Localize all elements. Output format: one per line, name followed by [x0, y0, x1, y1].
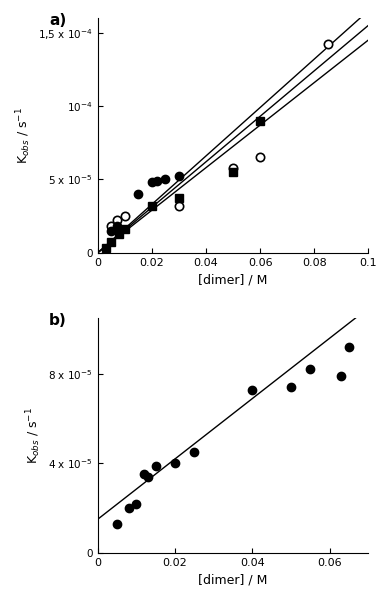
- Text: a): a): [49, 13, 66, 28]
- Y-axis label: K$_{obs}$ / s$^{-1}$: K$_{obs}$ / s$^{-1}$: [14, 107, 32, 164]
- X-axis label: [dimer] / M: [dimer] / M: [198, 273, 268, 286]
- Text: b): b): [49, 313, 67, 328]
- X-axis label: [dimer] / M: [dimer] / M: [198, 573, 268, 586]
- Y-axis label: K$_{obs}$ / s$^{-1}$: K$_{obs}$ / s$^{-1}$: [24, 407, 43, 464]
